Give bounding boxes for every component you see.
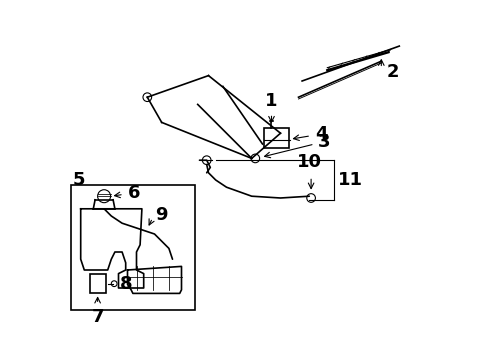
Text: 4: 4 [314, 125, 326, 143]
Text: 10: 10 [296, 153, 321, 171]
Text: 9: 9 [155, 206, 167, 224]
Text: 6: 6 [127, 184, 140, 202]
Polygon shape [127, 266, 181, 293]
Bar [264, 128, 289, 148]
Text: 7: 7 [91, 308, 103, 326]
Text: 2: 2 [386, 63, 398, 81]
Text: 3: 3 [318, 133, 330, 151]
Polygon shape [81, 209, 143, 288]
Text: 5: 5 [73, 171, 85, 189]
Bar [89, 274, 106, 293]
Text: 8: 8 [120, 275, 133, 293]
Text: 1: 1 [264, 92, 277, 110]
Bar [71, 185, 195, 310]
Text: 11: 11 [337, 171, 363, 189]
